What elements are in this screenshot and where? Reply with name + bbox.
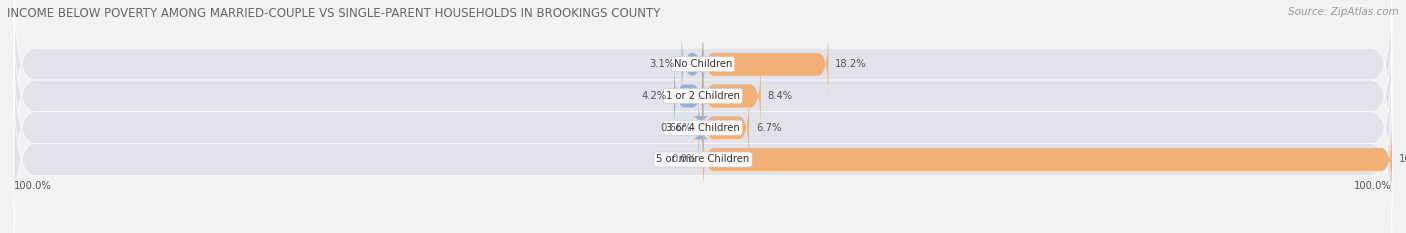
Text: 0.0%: 0.0%: [671, 154, 696, 164]
FancyBboxPatch shape: [14, 80, 1392, 233]
FancyBboxPatch shape: [682, 28, 703, 100]
FancyBboxPatch shape: [14, 0, 1392, 144]
Text: 100.0%: 100.0%: [1399, 154, 1406, 164]
Text: 8.4%: 8.4%: [768, 91, 793, 101]
Text: 0.66%: 0.66%: [659, 123, 692, 133]
FancyBboxPatch shape: [703, 92, 749, 164]
Text: 6.7%: 6.7%: [756, 123, 782, 133]
Text: 18.2%: 18.2%: [835, 59, 868, 69]
FancyBboxPatch shape: [14, 48, 1392, 207]
Text: 3.1%: 3.1%: [650, 59, 675, 69]
Text: 3 or 4 Children: 3 or 4 Children: [666, 123, 740, 133]
FancyBboxPatch shape: [14, 17, 1392, 175]
FancyBboxPatch shape: [703, 60, 761, 132]
FancyBboxPatch shape: [693, 92, 709, 164]
FancyBboxPatch shape: [703, 123, 1392, 196]
Text: Source: ZipAtlas.com: Source: ZipAtlas.com: [1288, 7, 1399, 17]
FancyBboxPatch shape: [673, 60, 703, 132]
Text: INCOME BELOW POVERTY AMONG MARRIED-COUPLE VS SINGLE-PARENT HOUSEHOLDS IN BROOKIN: INCOME BELOW POVERTY AMONG MARRIED-COUPL…: [7, 7, 661, 20]
Text: 5 or more Children: 5 or more Children: [657, 154, 749, 164]
Text: No Children: No Children: [673, 59, 733, 69]
Text: 1 or 2 Children: 1 or 2 Children: [666, 91, 740, 101]
FancyBboxPatch shape: [703, 28, 828, 100]
Text: 100.0%: 100.0%: [14, 181, 52, 191]
Text: 4.2%: 4.2%: [643, 91, 668, 101]
Text: 100.0%: 100.0%: [1354, 181, 1392, 191]
